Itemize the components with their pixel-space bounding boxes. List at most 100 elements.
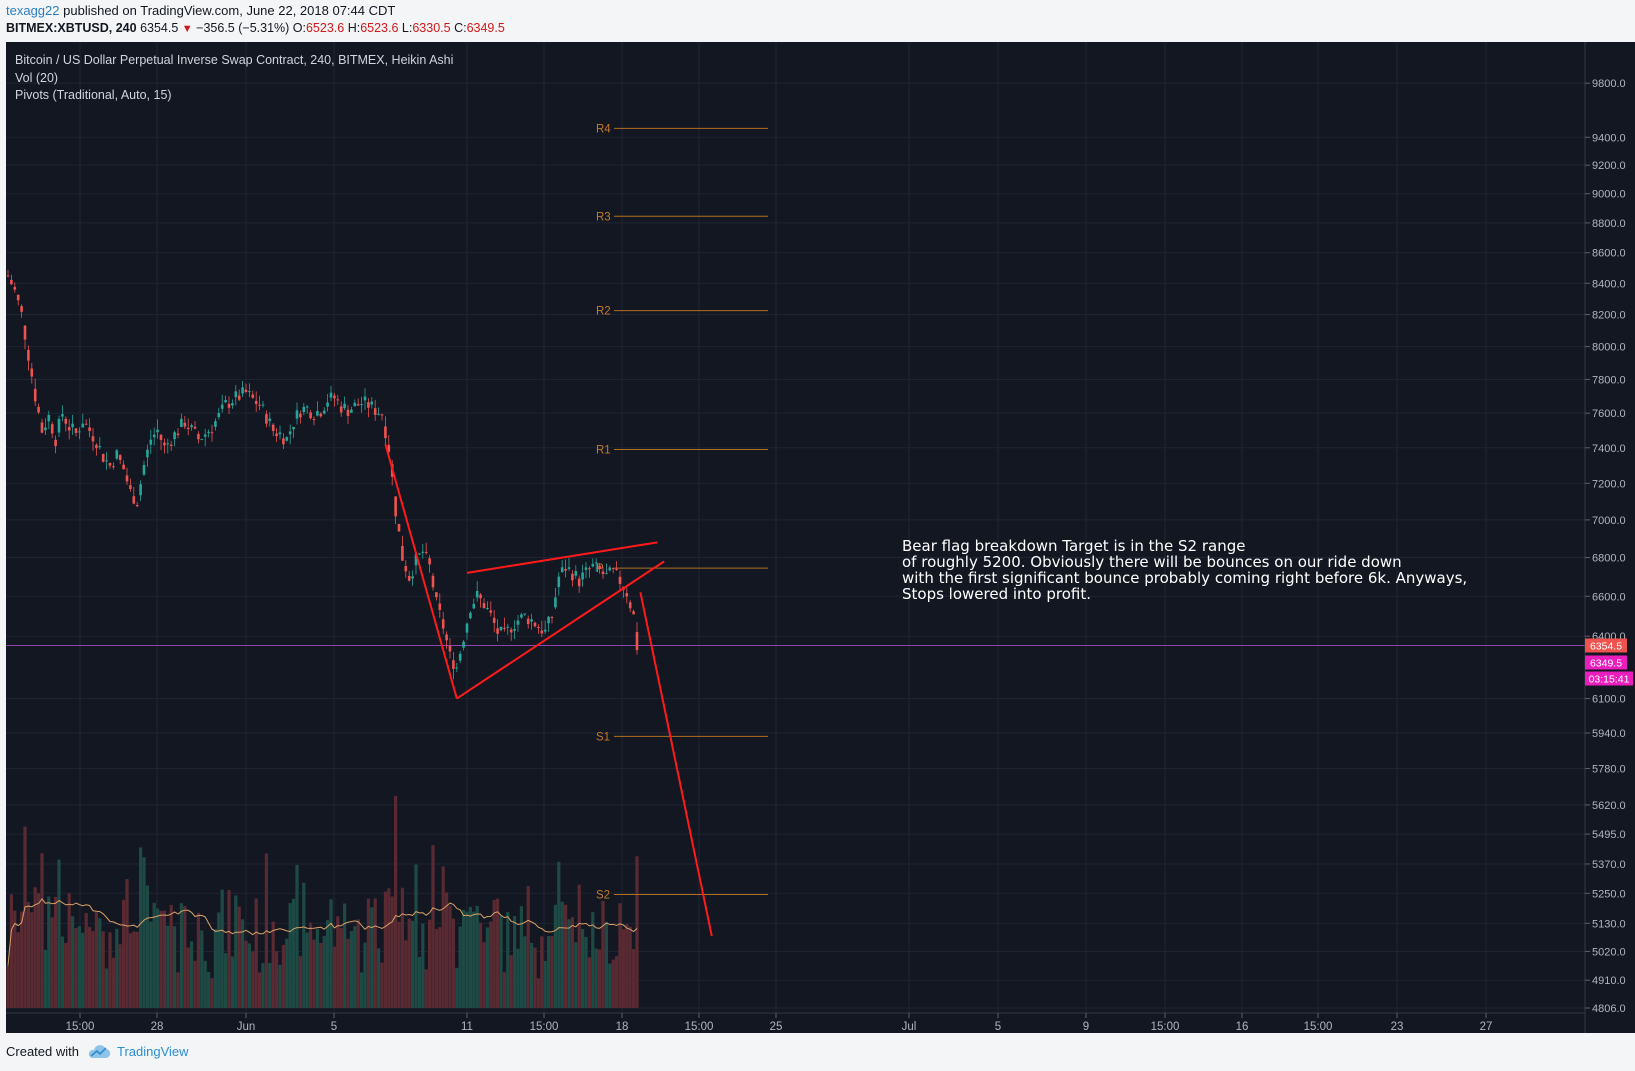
volume-bar <box>234 895 238 1008</box>
time-axis[interactable]: 15:00 28 Jun 5 11 15:00 18 15:00 25 Jul 5 9 15:00 16 1… <box>66 1013 1493 1033</box>
tradingview-link[interactable]: TradingView <box>87 1044 189 1059</box>
volume-bar <box>455 967 459 1008</box>
volume-bar <box>237 906 241 1008</box>
candle-body <box>591 563 595 567</box>
candle-body <box>105 460 108 462</box>
y-tick-label: 5370.0 <box>1592 859 1626 871</box>
candle-body <box>139 484 142 496</box>
candle-body <box>445 634 448 641</box>
candle-body <box>27 350 30 361</box>
candle-body <box>632 611 635 615</box>
volume-bar <box>118 944 122 1008</box>
volume-bar <box>411 920 415 1008</box>
trendline-flag-upper[interactable] <box>466 541 658 574</box>
candle-body <box>237 395 241 400</box>
volume-bar <box>322 936 326 1008</box>
candle-body <box>258 404 261 406</box>
y-tick-label: 5940.0 <box>1592 728 1626 740</box>
volume-bar <box>281 944 285 1008</box>
annotation-line: of roughly 5200. Obviously there will be… <box>902 553 1402 571</box>
candle-body <box>431 575 435 588</box>
volume-bar <box>57 859 61 1008</box>
volume-bar <box>346 938 350 1008</box>
trendline-flag-lower[interactable] <box>456 560 665 700</box>
y-tick-label: 6600.0 <box>1592 591 1626 603</box>
candle-body <box>458 653 462 661</box>
annotation-text[interactable]: Bear flag breakdown Target is in the S2 … <box>902 537 1467 603</box>
volume-bar <box>200 930 204 1008</box>
publish-info: texagg22 published on TradingView.com, J… <box>6 3 395 21</box>
candle-body <box>40 422 44 433</box>
candle-body <box>176 433 180 436</box>
volume-bar <box>278 964 282 1008</box>
volume-bar <box>298 956 302 1008</box>
y-tick-label: 9800.0 <box>1592 78 1626 90</box>
volume-bar <box>183 906 187 1008</box>
price-axis[interactable]: 9800.0 9400.0 9200.0 9000.0 8800.0 8600.0 8400… <box>1585 78 1626 1015</box>
candle-body <box>261 404 265 406</box>
candle-body <box>329 392 333 398</box>
candle-body <box>67 427 71 431</box>
volume-bar <box>101 931 105 1008</box>
price-chart[interactable]: R4 R3 R2 R1 P S1 S2 9800.0 9400.0 9200.0 9000.0 88… <box>0 0 1635 1040</box>
candle-body <box>271 424 275 431</box>
candle-body <box>550 617 554 619</box>
volume-bar <box>132 931 136 1008</box>
volume-bar <box>513 915 517 1008</box>
candle-body <box>166 443 170 445</box>
candle-body <box>469 612 472 619</box>
volume-bar <box>244 940 248 1008</box>
trendline-flagpole[interactable] <box>384 444 458 699</box>
volume-bar <box>496 898 500 1008</box>
volume-legend: Vol (20) <box>15 71 58 85</box>
x-tick-label: 5 <box>331 1021 337 1033</box>
candle-body <box>479 594 482 599</box>
volume-bar <box>356 919 360 1008</box>
volume-bar <box>84 913 88 1008</box>
candle-body <box>577 578 581 587</box>
high-value: 6523.6 <box>360 21 399 35</box>
volume-bar <box>162 910 166 1008</box>
y-tick-label: 5130.0 <box>1592 918 1626 930</box>
candle-body <box>118 455 122 460</box>
grid <box>6 42 1585 1013</box>
volume-bar <box>275 951 279 1008</box>
volume-bar <box>6 965 10 1008</box>
candle-body <box>149 439 153 445</box>
pivot-label: P <box>596 563 604 575</box>
volume-bar <box>339 928 343 1008</box>
candle-body <box>516 620 520 625</box>
volume-bar <box>506 911 510 1008</box>
volume-bar <box>179 903 183 1008</box>
candle-body <box>74 428 78 433</box>
y-tick-label: 5020.0 <box>1592 946 1626 958</box>
candle-body <box>533 622 537 627</box>
candle-body <box>608 567 612 571</box>
x-tick-label: 23 <box>1391 1021 1404 1033</box>
trendline-projection[interactable] <box>639 592 713 937</box>
volume-bar <box>169 905 173 1008</box>
candle-body <box>71 423 74 428</box>
candle-body <box>380 414 384 416</box>
countdown-tag <box>1585 671 1633 686</box>
volume-bar <box>574 942 578 1008</box>
candle-body <box>64 418 68 424</box>
candle-body <box>492 617 496 623</box>
candle-body <box>455 667 459 669</box>
volume-bar <box>530 942 534 1008</box>
volume-bar <box>407 918 411 1008</box>
volume-bar <box>615 956 619 1008</box>
candle-body <box>6 275 10 277</box>
candle-body <box>584 567 588 570</box>
series-title: Bitcoin / US Dollar Perpetual Inverse Sw… <box>15 53 453 67</box>
volume-bar <box>64 942 68 1008</box>
volume-bar <box>404 940 408 1008</box>
candle-body <box>152 434 156 438</box>
volume-bar <box>247 943 251 1008</box>
volume-bar <box>434 928 438 1008</box>
candle-body <box>33 388 37 402</box>
candle-body <box>248 391 251 393</box>
volume-bar <box>564 904 568 1008</box>
trend-drawings[interactable] <box>384 444 713 937</box>
author-link[interactable]: texagg22 <box>6 3 60 18</box>
